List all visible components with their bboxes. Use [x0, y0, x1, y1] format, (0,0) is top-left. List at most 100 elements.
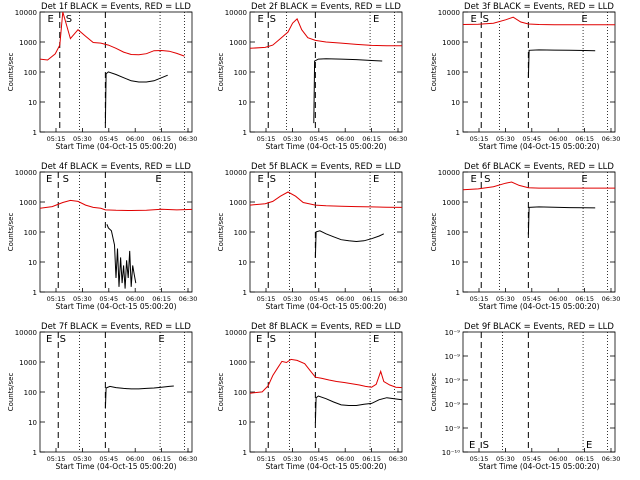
y-tick-label: 100 — [234, 69, 247, 77]
series-line-events — [527, 206, 596, 235]
y-tick-label: 1000 — [19, 39, 37, 47]
y-tick-label: 1 — [33, 289, 37, 297]
x-axis-label: Start Time (04-Oct-15 05:00:20) — [478, 302, 599, 311]
chart-title: Det 1f BLACK = Events, RED = LLD — [41, 2, 191, 12]
chart-panel-9: Det 9f BLACK = Events, RED = LLD 10⁻¹⁰ 10⁻… — [430, 322, 620, 471]
x-tick-label: 06:30 — [179, 295, 198, 303]
plot-frame — [462, 11, 616, 133]
x-axis-label: Start Time (04-Oct-15 05:00:20) — [478, 142, 599, 151]
plot-frame — [249, 331, 403, 453]
y-tick-label: 10 — [451, 259, 460, 267]
y-tick-label: 100 — [234, 389, 247, 397]
interval-marker-label: E — [469, 440, 475, 451]
y-tick-label: 100 — [447, 69, 460, 77]
x-tick-label: 06:00 — [549, 295, 568, 303]
series-line-lld — [40, 12, 185, 61]
interval-marker-label: S — [270, 174, 276, 185]
x-tick-label: 06:15 — [362, 455, 381, 463]
x-tick-label: 05:45 — [99, 455, 118, 463]
interval-marker-label: S — [270, 14, 276, 25]
y-tick-label: 10000 — [225, 9, 247, 17]
y-tick-label: 1 — [243, 289, 247, 297]
chart-title: Det 5f BLACK = Events, RED = LLD — [251, 162, 401, 172]
x-tick-label: 05:30 — [283, 135, 302, 143]
y-tick-label: 1000 — [19, 199, 37, 207]
x-axis-label: Start Time (04-Oct-15 05:00:20) — [265, 462, 386, 471]
interval-marker-label: E — [581, 174, 587, 185]
y-axis-label: Counts/sec — [7, 213, 15, 252]
x-tick-label: 05:30 — [73, 135, 92, 143]
x-tick-label: 06:15 — [362, 295, 381, 303]
x-tick-label: 05:30 — [283, 295, 302, 303]
y-axis-label: Counts/sec — [430, 373, 438, 412]
x-tick-label: 06:00 — [336, 455, 355, 463]
x-tick-label: 05:15 — [470, 455, 489, 463]
x-tick-label: 05:15 — [257, 295, 276, 303]
x-axis-label: Start Time (04-Oct-15 05:00:20) — [55, 462, 176, 471]
plot-frame — [249, 11, 403, 133]
series-line-lld — [463, 181, 615, 191]
x-tick-label: 06:30 — [179, 455, 198, 463]
y-tick-label: 10000 — [438, 169, 460, 177]
y-tick-label: 100 — [24, 389, 37, 397]
y-tick-label: 100 — [234, 229, 247, 237]
chart-title: Det 9f BLACK = Events, RED = LLD — [464, 322, 614, 332]
interval-marker-label: E — [470, 174, 476, 185]
x-axis-label: Start Time (04-Oct-15 05:00:20) — [55, 142, 176, 151]
x-tick-label: 05:30 — [73, 455, 92, 463]
interval-marker-label: S — [66, 14, 72, 25]
y-tick-label: 10 — [28, 419, 37, 427]
x-tick-label: 05:15 — [47, 135, 66, 143]
interval-marker-label: E — [373, 174, 379, 185]
chart-title: Det 7f BLACK = Events, RED = LLD — [41, 322, 191, 332]
x-tick-label: 06:00 — [549, 135, 568, 143]
series-line-lld — [250, 191, 402, 208]
x-tick-label: 05:15 — [257, 135, 276, 143]
interval-marker-label: E — [46, 334, 52, 345]
y-tick-label: 10000 — [15, 329, 37, 337]
x-axis-label: Start Time (04-Oct-15 05:00:20) — [478, 462, 599, 471]
x-tick-label: 06:00 — [549, 455, 568, 463]
x-tick-label: 05:15 — [257, 455, 276, 463]
y-tick-label: 10 — [451, 99, 460, 107]
y-axis-label: Counts/sec — [430, 213, 438, 252]
x-tick-label: 06:15 — [575, 295, 594, 303]
x-tick-label: 06:00 — [126, 135, 145, 143]
x-tick-label: 05:45 — [309, 135, 328, 143]
y-tick-label: 10⁻⁹ — [445, 353, 461, 361]
x-tick-label: 06:15 — [152, 455, 171, 463]
y-tick-label: 1000 — [229, 39, 247, 47]
y-tick-label: 1 — [33, 449, 37, 457]
y-tick-label: 10⁻⁹ — [445, 377, 461, 385]
x-tick-label: 06:15 — [575, 135, 594, 143]
x-tick-label: 05:45 — [99, 135, 118, 143]
x-tick-label: 06:00 — [336, 295, 355, 303]
x-tick-label: 06:15 — [152, 295, 171, 303]
chart-panel-6: Det 6f BLACK = Events, RED = LLD 1 10 100 10… — [430, 162, 620, 311]
x-tick-label: 05:30 — [73, 295, 92, 303]
interval-marker-label: E — [158, 334, 164, 345]
x-tick-label: 05:15 — [47, 295, 66, 303]
x-tick-label: 05:30 — [496, 455, 515, 463]
x-axis-label: Start Time (04-Oct-15 05:00:20) — [265, 302, 386, 311]
x-tick-label: 05:30 — [496, 135, 515, 143]
x-tick-label: 06:00 — [126, 295, 145, 303]
interval-marker-label: S — [483, 14, 489, 25]
interval-marker-label: E — [46, 174, 52, 185]
y-tick-label: 10⁻⁹ — [445, 425, 461, 433]
y-axis-label: Counts/sec — [430, 53, 438, 92]
x-tick-label: 06:30 — [602, 135, 621, 143]
plot-frame — [462, 171, 616, 293]
y-tick-label: 1000 — [229, 359, 247, 367]
y-tick-label: 10000 — [15, 9, 37, 17]
x-tick-label: 06:30 — [602, 295, 621, 303]
chart-title: Det 8f BLACK = Events, RED = LLD — [251, 322, 401, 332]
series-line-lld — [250, 18, 402, 49]
y-tick-label: 1 — [243, 449, 247, 457]
series-line-events — [104, 71, 168, 124]
series-line-events — [314, 230, 385, 258]
x-tick-label: 05:15 — [470, 135, 489, 143]
y-axis-label: Counts/sec — [217, 373, 225, 412]
